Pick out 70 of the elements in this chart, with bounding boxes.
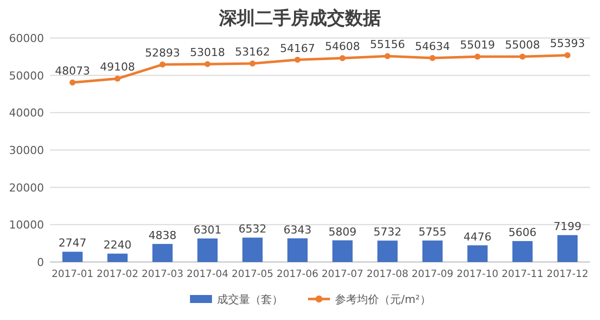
bar [557,235,578,262]
x-tick-label: 2017-03 [142,269,184,280]
data-label: 53162 [235,46,270,59]
point [70,80,76,86]
point [474,54,480,60]
point [204,61,210,68]
data-label: 55019 [460,38,495,52]
data-label: 6343 [284,223,312,236]
legend-label: 参考均价（元/m²） [335,293,431,306]
y-tick-label: 0 [37,256,44,269]
data-label: 55393 [550,37,585,50]
data-label: 5755 [418,226,446,239]
x-tick-label: 2017-12 [546,269,588,280]
bar [197,238,218,262]
data-label: 7199 [554,220,582,234]
x-tick-label: 2017-09 [412,269,454,280]
y-tick-label: 10000 [9,218,44,232]
chart-title: 深圳二手房成交数据 [218,8,381,29]
bar [287,238,308,262]
bar [152,244,173,262]
bar [332,240,353,262]
point [430,55,436,62]
point [564,52,570,58]
bar [512,241,533,262]
point [384,53,390,60]
y-tick-label: 60000 [9,32,44,45]
data-label: 54634 [415,40,450,54]
data-label: 52893 [145,46,180,60]
data-label: 54608 [325,40,360,54]
bar [377,240,398,262]
bar [422,240,443,262]
y-tick-label: 50000 [9,69,44,82]
y-tick-label: 40000 [9,106,44,120]
x-tick-label: 2017-04 [186,269,228,280]
x-tick-label: 2017-01 [52,269,94,280]
data-label: 6301 [194,223,222,236]
point [114,76,120,82]
data-label: 5732 [374,226,402,239]
point [294,56,300,63]
data-label: 53018 [190,46,225,60]
data-label: 54167 [280,42,315,55]
data-label: 5809 [328,225,356,238]
data-label: 49108 [100,60,135,74]
data-label: 48073 [55,64,90,78]
y-tick-label: 30000 [9,144,44,157]
x-tick-label: 2017-10 [456,269,498,280]
x-tick-label: 2017-11 [502,269,544,280]
point [250,60,256,67]
x-tick-label: 2017-02 [96,269,138,280]
bar [467,245,488,262]
bar [107,254,128,262]
bar [62,252,83,262]
x-tick-label: 2017-05 [232,269,274,280]
data-label: 2747 [58,236,86,250]
x-tick-label: 2017-07 [322,269,364,280]
x-tick-label: 2017-06 [276,269,318,280]
x-tick-label: 2017-08 [366,269,408,280]
data-label: 5606 [508,226,536,240]
data-label: 55156 [370,38,405,52]
data-label: 4838 [148,228,176,242]
data-label: 6532 [238,222,266,236]
y-tick-label: 20000 [9,181,44,194]
legend-label: 成交量（套） [217,293,283,306]
point [520,54,526,60]
point [160,62,166,68]
bar [242,238,263,262]
data-label: 4476 [464,230,492,244]
point [340,55,346,62]
data-label: 2240 [104,238,132,252]
data-label: 55008 [505,38,540,52]
